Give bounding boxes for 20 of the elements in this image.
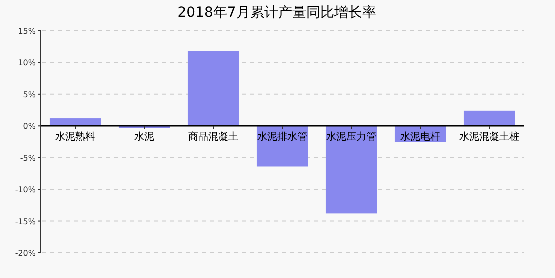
y-tick-label: -10% <box>15 186 36 195</box>
x-tick-label: 商品混凝土 <box>188 131 238 144</box>
y-tick-label: 15% <box>18 27 36 36</box>
y-tick-label: 5% <box>23 90 36 100</box>
x-tick-label: 水泥排水管 <box>258 131 308 144</box>
x-tick-label: 水泥 <box>134 131 154 144</box>
y-tick-label: -20% <box>15 249 36 258</box>
x-tick-label: 水泥电杆 <box>400 131 440 144</box>
x-tick-label: 水泥压力管 <box>326 131 376 144</box>
y-tick-label: -5% <box>20 154 36 163</box>
x-tick-label: 水泥熟料 <box>56 131 96 144</box>
bar <box>50 118 102 126</box>
bar <box>188 51 240 126</box>
chart-title: 2018年7月累计产量同比增长率 <box>178 5 376 21</box>
x-tick-label: 水泥混凝土桩 <box>460 131 520 144</box>
y-tick-label: -15% <box>15 217 36 226</box>
y-tick-label: 10% <box>18 58 36 68</box>
y-tick-label: 0% <box>23 122 36 132</box>
bar <box>464 110 516 126</box>
bar <box>326 126 378 214</box>
